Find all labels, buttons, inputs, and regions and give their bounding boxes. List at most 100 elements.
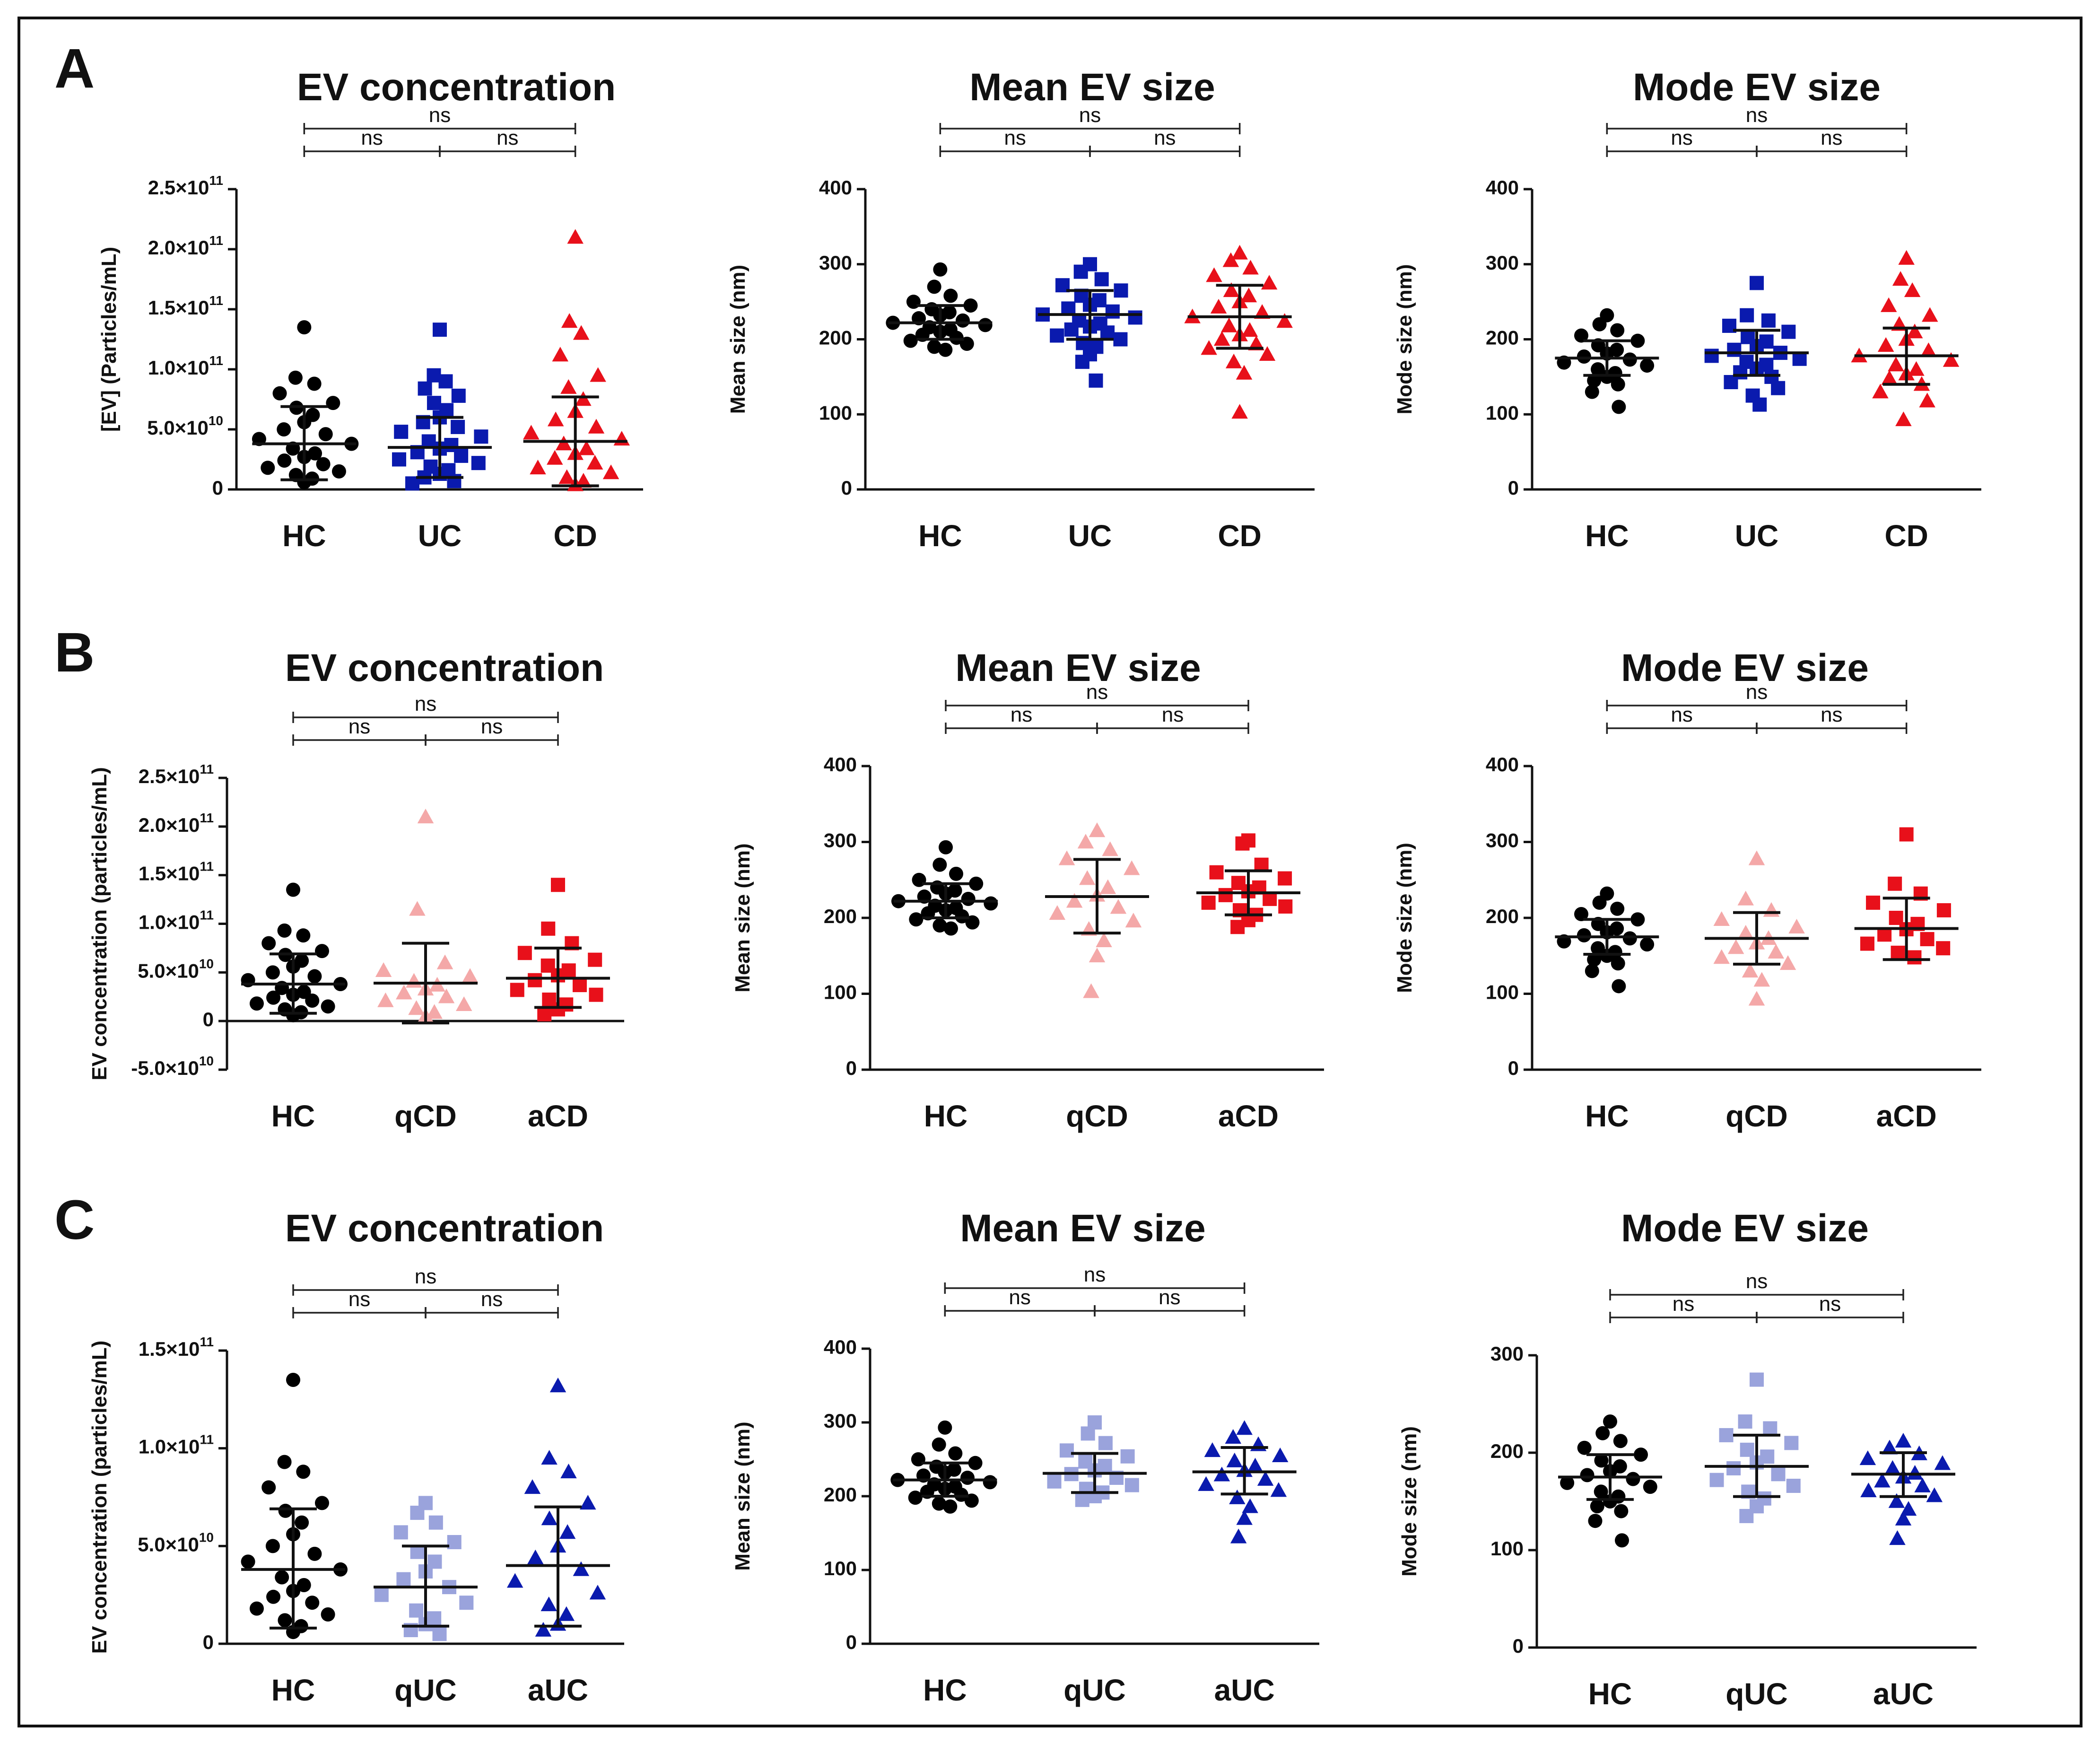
data-point [909,912,924,927]
data-point [1881,1439,1898,1455]
data-point [1612,400,1626,414]
data-point [318,427,333,442]
data-point [1079,870,1096,885]
x-category-label: qCD [1725,1099,1788,1133]
charts-layer: EV concentration 0 5.0×1010 1.0×1011 1.5×101… [88,66,1981,1711]
series-hc [1555,886,1659,994]
data-point [1587,952,1602,967]
data-point [265,965,280,980]
data-point [1236,365,1253,380]
data-point [1906,323,1923,339]
y-tick-label: 0 [203,1631,214,1653]
y-tick-label: 200 [1486,905,1519,927]
data-point [1261,275,1278,290]
x-category-label: qUC [1063,1673,1126,1707]
data-point [984,896,998,911]
data-point [1920,932,1934,946]
x-category-label: qCD [1066,1099,1128,1133]
y-tick-label: 100 [1486,981,1519,1003]
y-axis-label: [EV] (Particles/mL) [97,247,121,432]
data-point [1201,895,1216,910]
data-point [580,1495,596,1510]
data-point [436,954,453,969]
data-point [1242,1498,1258,1513]
data-point [1612,979,1626,994]
data-point [455,996,472,1012]
series-uc [1704,276,1809,412]
data-point [392,452,406,467]
data-point [927,340,941,354]
data-point [278,1613,292,1628]
data-point [1634,1448,1648,1462]
data-point [426,1004,443,1019]
data-point [1748,850,1765,865]
x-category-label: aCD [1218,1099,1279,1133]
data-point [1603,1494,1617,1509]
data-point [948,1446,963,1461]
y-tick-label: 2.0×1011 [148,233,223,259]
data-point [1888,357,1904,372]
data-point [308,446,322,461]
data-point [968,1456,983,1470]
data-point [286,882,300,897]
data-point [277,422,291,436]
data-point [1709,1473,1724,1487]
significance-label: ns [1746,104,1768,127]
data-point [451,388,466,403]
y-axis-label: Mode size (nm) [1393,264,1416,415]
data-point [1206,267,1222,282]
x-category-label: HC [282,519,326,553]
data-point [454,448,469,463]
data-point [1049,905,1066,920]
data-point [305,993,320,1008]
data-point [1594,1453,1609,1468]
data-point [956,313,970,328]
data-point [547,411,564,427]
data-point [1587,373,1602,388]
series-cd [1851,250,1960,427]
data-point [939,840,953,855]
series-hc [241,1373,348,1639]
series-quc [374,1496,478,1641]
chart-b-1: EV concentration -5.0×1010 0 5.0×1010 1.0×10… [88,646,624,1133]
data-point [1204,1442,1221,1457]
significance-label: ns [1009,1286,1030,1309]
data-point [1907,950,1922,965]
data-point [433,323,447,337]
data-point [555,436,572,451]
data-point [1574,328,1588,343]
data-point [978,318,993,332]
data-point [1786,1479,1801,1493]
significance-label: ns [481,715,503,738]
data-point [432,1627,447,1641]
x-category-label: qUC [394,1673,457,1707]
data-point [1577,349,1591,364]
data-point [277,923,292,938]
data-point [1114,283,1128,298]
data-point [277,453,292,468]
x-category-label: aCD [528,1099,588,1133]
data-point [1899,827,1914,842]
y-tick-label: 5.0×1010 [138,957,214,982]
data-point [1907,1465,1923,1480]
data-point [949,331,964,345]
data-point [1763,1421,1778,1436]
x-category-label: UC [1735,519,1778,553]
data-point [530,460,546,475]
data-point [1860,936,1874,951]
data-point [559,1524,576,1539]
data-point [438,988,455,1003]
data-point [1784,1436,1799,1450]
data-point [1739,1509,1754,1523]
data-point [540,1596,557,1612]
chart-title: Mean EV size [955,646,1201,689]
data-point [1622,931,1637,946]
data-point [1895,411,1912,427]
data-point [1788,919,1805,934]
data-point [1874,1473,1891,1488]
chart-title: Mean EV size [969,66,1215,109]
data-point [1050,328,1064,343]
data-point [295,1515,309,1530]
series-auc [1851,1433,1955,1545]
chart-a-1: EV concentration 0 5.0×1010 1.0×1011 1.5×101… [97,66,643,553]
